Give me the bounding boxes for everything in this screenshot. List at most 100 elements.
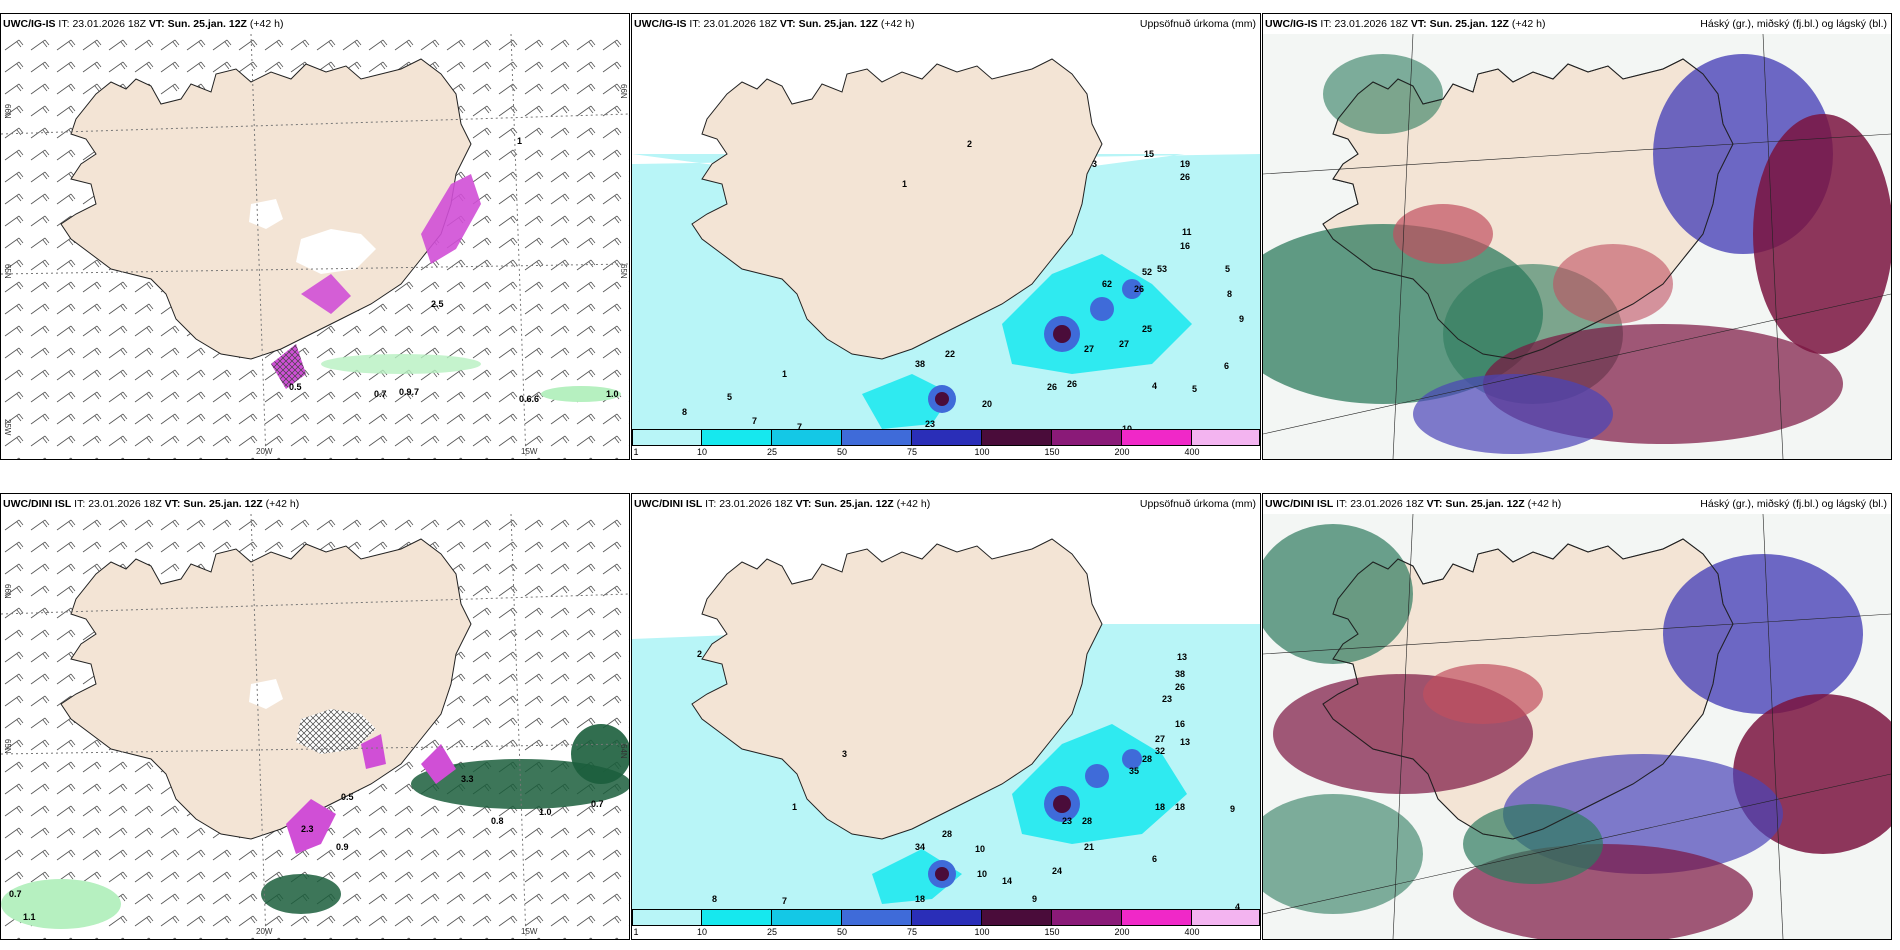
- precip-value: 11: [1182, 227, 1192, 237]
- precip-value: 14: [1002, 876, 1013, 886]
- valid-time-value: Sun. 25.jan. 12Z: [798, 18, 878, 30]
- colorbar-swatch: [912, 909, 982, 926]
- precip-value: 24: [1052, 866, 1063, 876]
- panel-header: UWC/DINI ISL IT: 23.01.2026 18Z VT: Sun.…: [632, 494, 1260, 514]
- precip-value: 8: [712, 894, 718, 904]
- cloud-map: [1263, 514, 1891, 939]
- colorbar-tick: 10: [696, 447, 708, 457]
- precip-value: 13: [1180, 737, 1191, 747]
- precip-value: 38: [1175, 669, 1186, 679]
- lat-label: 65N: [3, 264, 12, 279]
- valid-time-label: VT:: [779, 18, 796, 30]
- panel-clouds-igis: UWC/IG-IS IT: 23.01.2026 18Z VT: Sun. 25…: [1262, 13, 1892, 460]
- init-time-value: 23.01.2026 18Z: [1350, 498, 1424, 510]
- map-label: 0.7: [9, 889, 22, 899]
- colorbar-tick: 100: [974, 447, 990, 457]
- panel-precip-igis: UWC/IG-IS IT: 23.01.2026 18Z VT: Sun. 25…: [631, 13, 1261, 460]
- map-label: 1.0: [539, 807, 552, 817]
- field-title: Háský (gr.), miðský (fj.bl.) og lágský (…: [1700, 18, 1887, 30]
- lat-label: 65N: [3, 739, 12, 754]
- precip-value: 7: [797, 422, 803, 432]
- colorbar-tick: 1: [633, 447, 639, 457]
- precip-value: 16: [1180, 241, 1191, 251]
- colorbar-tick: 200: [1114, 447, 1130, 457]
- precip-value: 22: [945, 349, 956, 359]
- colorbar-tick: 10: [696, 927, 708, 937]
- init-time-value: 23.01.2026 18Z: [703, 18, 777, 30]
- precip-value: 10: [977, 869, 988, 879]
- model-name: UWC/IG-IS: [3, 18, 56, 30]
- colorbar-tick: 50: [836, 447, 848, 457]
- model-name: UWC/IG-IS: [634, 18, 687, 30]
- lon-label: 15W: [521, 927, 538, 936]
- precip-value: 23: [925, 419, 936, 429]
- map-label: 3.3: [461, 774, 474, 784]
- precip-value: 26: [1047, 382, 1058, 392]
- precip-value: 18: [1155, 802, 1166, 812]
- lon-label: 20W: [256, 927, 273, 936]
- init-time-value: 23.01.2026 18Z: [72, 18, 146, 30]
- precip-value: 23: [1062, 816, 1073, 826]
- wind-map: [1, 34, 629, 459]
- init-time-label: IT:: [1336, 498, 1348, 510]
- lon-label: 20W: [256, 447, 273, 456]
- map-label: 0.7: [591, 799, 604, 809]
- valid-time-label: VT:: [164, 498, 181, 510]
- precip-value: 2: [697, 649, 703, 659]
- precip-value: 27: [1119, 339, 1130, 349]
- precip-value: 6: [1152, 854, 1158, 864]
- precip-value: 25: [1142, 324, 1153, 334]
- precip-value: 2: [967, 139, 973, 149]
- colorbar-tick: 200: [1114, 927, 1130, 937]
- map-label: 0.9.7: [399, 387, 420, 397]
- precip-value: 8: [1227, 289, 1233, 299]
- colorbar-swatch: [842, 909, 912, 926]
- precip-value: 28: [1142, 754, 1153, 764]
- valid-time-value: Sun. 25.jan. 12Z: [1445, 498, 1525, 510]
- colorbar-swatch: [1052, 429, 1122, 446]
- panel-clouds-dini: UWC/DINI ISL IT: 23.01.2026 18Z VT: Sun.…: [1262, 493, 1892, 940]
- precip-value: 52: [1142, 267, 1153, 277]
- precip-value: 7: [752, 416, 758, 426]
- precip-value: 5: [727, 392, 733, 402]
- colorbar-tick: 400: [1184, 927, 1200, 937]
- precip-value: 38: [915, 359, 926, 369]
- valid-time-value: Sun. 25.jan. 12Z: [814, 498, 894, 510]
- precip-map: [632, 514, 1260, 939]
- map-label: 1: [517, 136, 523, 146]
- colorbar-tick: 75: [906, 927, 918, 937]
- precip-value: 28: [942, 829, 953, 839]
- map-label: 0.5: [289, 382, 302, 392]
- colorbar-swatch: [702, 909, 772, 926]
- lon-label: 25W: [3, 419, 12, 436]
- precip-value: 18: [1175, 802, 1186, 812]
- colorbar-tick: 150: [1044, 447, 1060, 457]
- valid-time-label: VT:: [1410, 18, 1427, 30]
- lat-label: 64N: [619, 744, 628, 759]
- valid-time-label: VT:: [795, 498, 812, 510]
- lon-label: 15W: [521, 447, 538, 456]
- precip-value: 27: [1084, 344, 1095, 354]
- precip-value: 7: [782, 896, 788, 906]
- precip-value: 27: [1155, 734, 1166, 744]
- panel-header: UWC/DINI ISL IT: 23.01.2026 18Z VT: Sun.…: [1, 494, 629, 514]
- precip-value: 1: [782, 369, 788, 379]
- colorbar-tick: 25: [766, 447, 778, 457]
- colorbar-tick: 25: [766, 927, 778, 937]
- colorbar-swatch: [772, 909, 842, 926]
- colorbar-swatch: [632, 429, 702, 446]
- field-title: Háský (gr.), miðský (fj.bl.) og lágský (…: [1700, 498, 1887, 510]
- precip-value: 16: [1175, 719, 1186, 729]
- precip-value: 34: [915, 842, 926, 852]
- valid-time-label: VT:: [148, 18, 165, 30]
- map-label: 0.5: [341, 792, 354, 802]
- panel-wind-dini: UWC/DINI ISL IT: 23.01.2026 18Z VT: Sun.…: [0, 493, 630, 940]
- colorbar-swatch: [702, 429, 772, 446]
- valid-time-value: Sun. 25.jan. 12Z: [1429, 18, 1509, 30]
- panel-precip-dini: UWC/DINI ISL IT: 23.01.2026 18Z VT: Sun.…: [631, 493, 1261, 940]
- precip-value: 15: [1144, 149, 1155, 159]
- lat-label: 66N: [3, 584, 12, 599]
- precip-value: 21: [1084, 842, 1095, 852]
- precip-value: 26: [1134, 284, 1145, 294]
- map-label: 0.7: [374, 389, 387, 399]
